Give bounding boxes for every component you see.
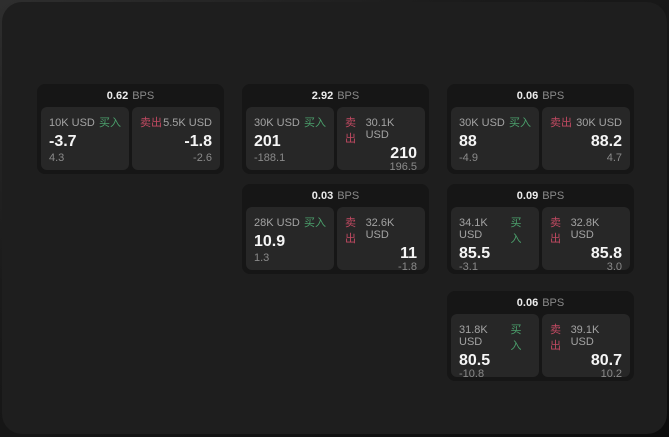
- sell-badge: 卖出: [140, 117, 162, 129]
- sell-panel[interactable]: 卖出 32.8K USD 85.8 3.0: [542, 207, 630, 273]
- sell-main-value: 85.8: [590, 245, 622, 262]
- sell-amount-label: 39.1K USD: [570, 324, 600, 348]
- sell-amount-label: 32.6K USD: [365, 217, 395, 241]
- sell-amount-label: 30K USD: [576, 117, 622, 129]
- bps-value: 0.06: [516, 89, 539, 102]
- card-header: 0.06 BPS: [447, 291, 634, 314]
- sell-panel[interactable]: 卖出 39.1K USD 80.7 10.2: [542, 314, 630, 380]
- quote-card: 0.06 BPS 30K USD 买入 88 -4.9 卖出 30K USD 8…: [447, 84, 634, 174]
- sell-delta-value: 196.5: [389, 161, 417, 173]
- bps-unit-label: BPS: [542, 89, 565, 102]
- buy-badge: 买入: [510, 217, 522, 245]
- sell-main-value: 80.7: [590, 352, 622, 369]
- sell-delta-value: -2.6: [193, 152, 212, 164]
- sell-badge: 卖出: [550, 117, 572, 129]
- sell-panel[interactable]: 卖出 5.5K USD -1.8 -2.6: [132, 107, 220, 170]
- sell-amount-label: 32.8K USD: [570, 217, 600, 241]
- buy-delta-value: -188.1: [254, 152, 286, 164]
- card-header: 0.03 BPS: [242, 184, 429, 207]
- buy-delta-value: -4.9: [459, 152, 478, 164]
- buy-amount-label: 10K USD: [49, 117, 95, 129]
- card-header: 0.09 BPS: [447, 184, 634, 207]
- quote-card: 2.92 BPS 30K USD 买入 201 -188.1 卖出 30.1K …: [242, 84, 429, 174]
- buy-panel[interactable]: 34.1K USD 买入 85.5 -3.1: [451, 207, 539, 273]
- buy-main-value: 80.5: [459, 352, 491, 369]
- sell-panel[interactable]: 卖出 32.6K USD 11 -1.8: [337, 207, 425, 273]
- buy-amount-label: 30K USD: [459, 117, 505, 129]
- buy-main-value: 201: [254, 132, 281, 150]
- quote-card: 0.03 BPS 28K USD 买入 10.9 1.3 卖出 32.6K US…: [242, 184, 429, 274]
- bps-value: 0.09: [516, 189, 539, 202]
- buy-panel[interactable]: 30K USD 买入 201 -188.1: [246, 107, 334, 170]
- buy-delta-value: -3.1: [459, 261, 478, 273]
- quote-card: 0.06 BPS 31.8K USD 买入 80.5 -10.8 卖出 39.1…: [447, 291, 634, 381]
- sell-amount-label: 5.5K USD: [163, 117, 212, 129]
- bps-unit-label: BPS: [337, 189, 360, 202]
- bps-value: 0.62: [106, 89, 129, 102]
- sell-main-value: -1.8: [184, 132, 212, 150]
- bps-value: 0.03: [311, 189, 334, 202]
- bps-unit-label: BPS: [542, 296, 565, 309]
- sell-delta-value: 10.2: [600, 368, 622, 380]
- buy-badge: 买入: [304, 117, 326, 129]
- bps-value: 2.92: [311, 89, 334, 102]
- sell-badge: 卖出: [345, 217, 356, 245]
- buy-panel[interactable]: 28K USD 买入 10.9 1.3: [246, 207, 334, 270]
- buy-amount-label: 30K USD: [254, 117, 300, 129]
- buy-amount-label: 31.8K USD: [459, 324, 488, 348]
- buy-delta-value: 4.3: [49, 152, 65, 164]
- bps-unit-label: BPS: [132, 89, 155, 102]
- bps-unit-label: BPS: [337, 89, 360, 102]
- buy-badge: 买入: [509, 117, 531, 129]
- buy-badge: 买入: [99, 117, 121, 129]
- buy-amount-label: 34.1K USD: [459, 217, 488, 241]
- card-header: 0.06 BPS: [447, 84, 634, 107]
- sell-badge: 卖出: [345, 117, 356, 145]
- sell-delta-value: -1.8: [398, 261, 417, 273]
- buy-badge: 买入: [304, 217, 326, 229]
- sell-delta-value: 3.0: [606, 261, 622, 273]
- sell-panel[interactable]: 卖出 30K USD 88.2 4.7: [542, 107, 630, 170]
- buy-panel[interactable]: 10K USD 买入 -3.7 4.3: [41, 107, 129, 170]
- buy-amount-label: 28K USD: [254, 217, 300, 229]
- buy-main-value: 10.9: [254, 232, 286, 250]
- quote-card: 0.62 BPS 10K USD 买入 -3.7 4.3 卖出 5.5K USD…: [37, 84, 224, 174]
- card-header: 2.92 BPS: [242, 84, 429, 107]
- sell-main-value: 11: [400, 245, 417, 262]
- sell-badge: 卖出: [550, 324, 561, 352]
- buy-delta-value: 1.3: [254, 252, 270, 264]
- buy-delta-value: -10.8: [459, 368, 485, 380]
- quote-card: 0.09 BPS 34.1K USD 买入 85.5 -3.1 卖出 32.8K…: [447, 184, 634, 274]
- buy-main-value: 88: [459, 132, 477, 150]
- buy-badge: 买入: [510, 324, 522, 352]
- sell-main-value: 210: [390, 145, 417, 162]
- sell-badge: 卖出: [550, 217, 561, 245]
- sell-main-value: 88.2: [590, 132, 622, 150]
- buy-main-value: -3.7: [49, 132, 77, 150]
- buy-panel[interactable]: 31.8K USD 买入 80.5 -10.8: [451, 314, 539, 380]
- sell-panel[interactable]: 卖出 30.1K USD 210 196.5: [337, 107, 425, 173]
- sell-amount-label: 30.1K USD: [365, 117, 395, 141]
- sell-delta-value: 4.7: [606, 152, 622, 164]
- buy-panel[interactable]: 30K USD 买入 88 -4.9: [451, 107, 539, 170]
- bps-unit-label: BPS: [542, 189, 565, 202]
- card-header: 0.62 BPS: [37, 84, 224, 107]
- buy-main-value: 85.5: [459, 245, 491, 262]
- bps-value: 0.06: [516, 296, 539, 309]
